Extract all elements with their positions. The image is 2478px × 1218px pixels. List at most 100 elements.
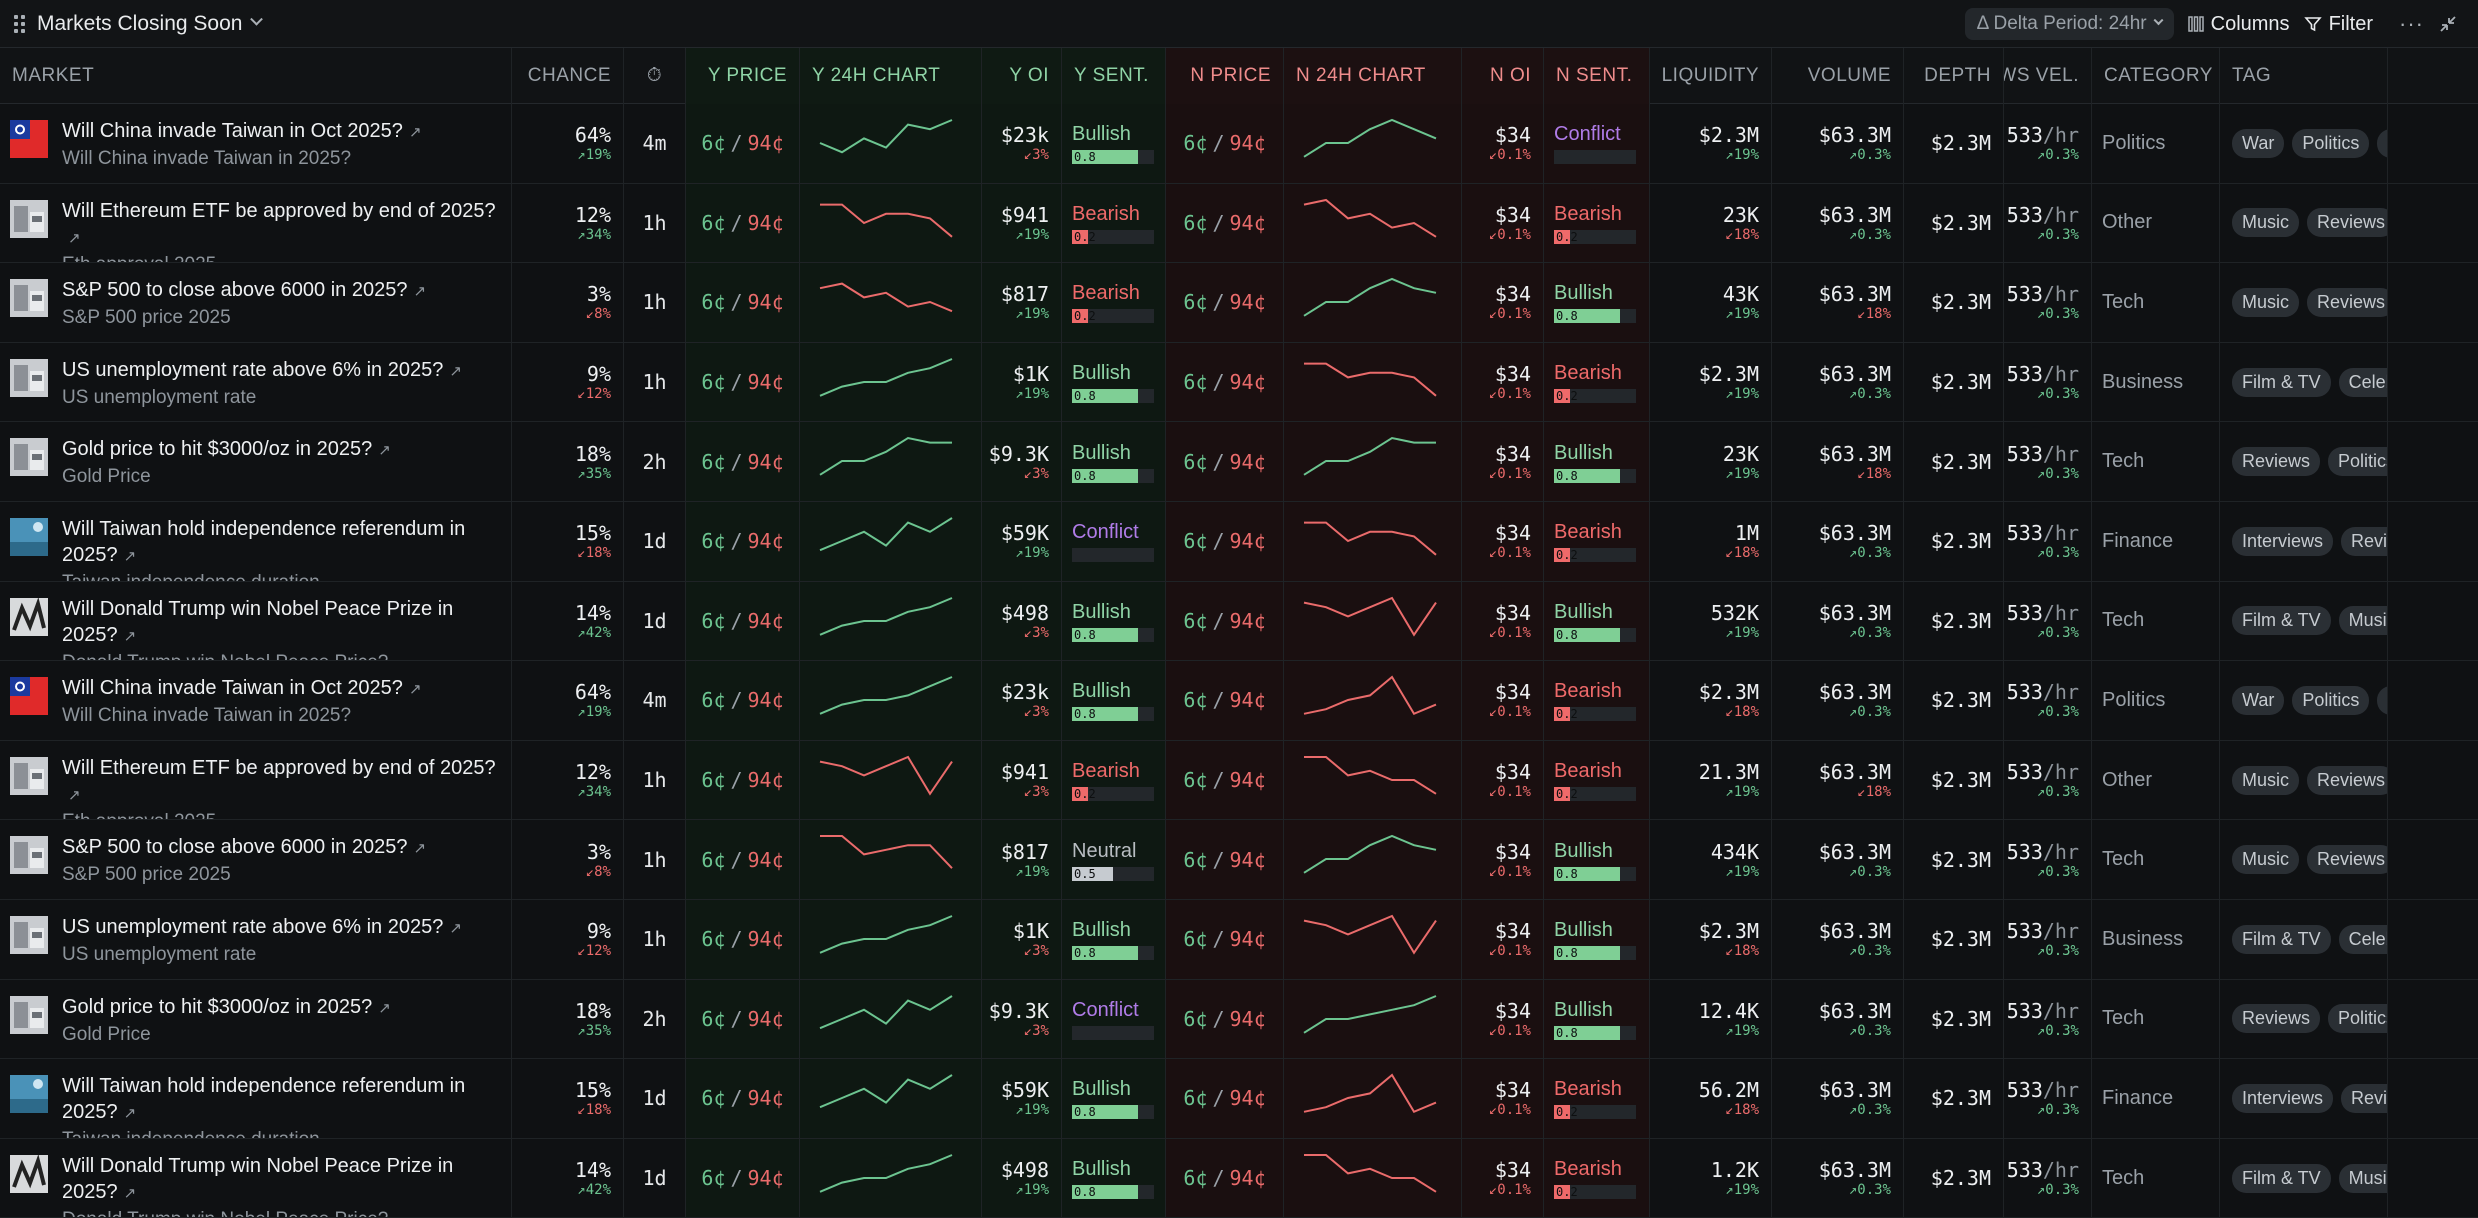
no-price[interactable]: 94¢ bbox=[747, 290, 784, 315]
yes-price[interactable]: 6¢ bbox=[1183, 847, 1208, 872]
tag-chip[interactable]: Politics bbox=[2328, 1004, 2387, 1034]
external-link-icon[interactable]: ↗ bbox=[413, 840, 427, 858]
external-link-icon[interactable]: ↗ bbox=[123, 547, 137, 565]
yes-price[interactable]: 6¢ bbox=[701, 1086, 726, 1111]
column-header-y-price[interactable]: Y PRICE bbox=[686, 48, 800, 104]
no-price[interactable]: 94¢ bbox=[1229, 449, 1266, 474]
more-options-icon[interactable]: ··· bbox=[2399, 11, 2424, 36]
tag-chip[interactable]: War bbox=[2232, 685, 2285, 715]
external-link-icon[interactable]: ↗ bbox=[378, 442, 391, 460]
yes-price[interactable]: 6¢ bbox=[701, 370, 726, 395]
yes-price[interactable]: 6¢ bbox=[1183, 370, 1208, 395]
yes-price[interactable]: 6¢ bbox=[701, 688, 726, 713]
external-link-icon[interactable]: ↗ bbox=[408, 124, 422, 141]
table-row[interactable]: Will Ethereum ETF be approved by end of … bbox=[0, 740, 2478, 821]
yes-price[interactable]: 6¢ bbox=[701, 608, 726, 633]
column-header-news-vel[interactable]: NEWS VEL. bbox=[2004, 48, 2092, 104]
external-link-icon[interactable]: ↗ bbox=[449, 362, 462, 380]
market-title-row[interactable]: Will Donald Trump win Nobel Peace Prize … bbox=[62, 596, 501, 650]
yes-price[interactable]: 6¢ bbox=[1183, 131, 1208, 156]
column-header-depth[interactable]: DEPTH bbox=[1904, 48, 2004, 104]
market-title[interactable]: Will China invade Taiwan in Oct 2025? bbox=[62, 120, 403, 142]
market-title[interactable]: Will Donald Trump win Nobel Peace Prize … bbox=[62, 1154, 454, 1203]
view-selector[interactable]: Markets Closing Soon bbox=[14, 12, 264, 36]
column-header-y-sent[interactable]: Y SENT. bbox=[1062, 48, 1166, 104]
table-row[interactable]: US unemployment rate above 6% in 2025? ↗ U… bbox=[0, 899, 2478, 980]
column-header-n-oi[interactable]: N OI bbox=[1462, 48, 1544, 104]
yes-price[interactable]: 6¢ bbox=[701, 529, 726, 554]
yes-price[interactable]: 6¢ bbox=[701, 927, 726, 952]
yes-price[interactable]: 6¢ bbox=[701, 210, 726, 235]
column-header-n-chart[interactable]: N 24H CHART bbox=[1284, 48, 1462, 104]
market-title-row[interactable]: S&P 500 to close above 6000 in 2025? ↗ bbox=[62, 277, 426, 305]
tag-chip[interactable]: Reviews bbox=[2307, 845, 2387, 875]
no-price[interactable]: 94¢ bbox=[747, 529, 784, 554]
column-header-chance[interactable]: CHANCE bbox=[512, 48, 624, 104]
tag-chip[interactable]: Music bbox=[2232, 765, 2300, 795]
tag-chip[interactable]: Politics bbox=[2292, 685, 2370, 715]
tag-chip[interactable]: Film & TV bbox=[2232, 606, 2331, 636]
no-price[interactable]: 94¢ bbox=[1229, 210, 1266, 235]
market-title[interactable]: US unemployment rate above 6% in 2025? bbox=[62, 358, 444, 381]
market-title-row[interactable]: Will China invade Taiwan in Oct 2025? ↗ bbox=[62, 118, 422, 146]
table-row[interactable]: Will China invade Taiwan in Oct 2025? ↗ Wi… bbox=[0, 104, 2478, 184]
no-price[interactable]: 94¢ bbox=[747, 1086, 784, 1111]
column-header-category[interactable]: CATEGORY bbox=[2092, 48, 2220, 104]
no-price[interactable]: 94¢ bbox=[747, 370, 784, 395]
column-header-tag[interactable]: TAG bbox=[2220, 48, 2388, 104]
market-title-row[interactable]: Will Donald Trump win Nobel Peace Prize … bbox=[62, 1153, 501, 1207]
table-row[interactable]: Gold price to hit $3000/oz in 2025? ↗ Gold… bbox=[0, 422, 2478, 502]
external-link-icon[interactable]: ↗ bbox=[449, 919, 462, 937]
no-price[interactable]: 94¢ bbox=[747, 847, 784, 872]
table-row[interactable]: Will Ethereum ETF be approved by end of … bbox=[0, 183, 2478, 264]
tag-chip[interactable]: Music bbox=[2232, 208, 2300, 238]
external-link-icon[interactable]: ↗ bbox=[68, 229, 81, 247]
tag-chip[interactable]: Film & TV bbox=[2232, 1163, 2331, 1193]
tag-chip[interactable]: Politics bbox=[2328, 447, 2387, 477]
tag-chip[interactable]: Interviews bbox=[2232, 526, 2334, 556]
no-price[interactable]: 94¢ bbox=[747, 768, 784, 793]
external-link-icon[interactable]: ↗ bbox=[123, 627, 137, 645]
external-link-icon[interactable]: ↗ bbox=[413, 283, 427, 301]
yes-price[interactable]: 6¢ bbox=[1183, 768, 1208, 793]
no-price[interactable]: 94¢ bbox=[747, 1166, 784, 1191]
external-link-icon[interactable]: ↗ bbox=[408, 681, 422, 699]
column-header-time[interactable]: ⏱ bbox=[624, 48, 686, 104]
market-title-row[interactable]: US unemployment rate above 6% in 2025? ↗ bbox=[62, 357, 462, 385]
market-title-row[interactable]: Will China invade Taiwan in Oct 2025? ↗ bbox=[62, 675, 422, 703]
no-price[interactable]: 94¢ bbox=[747, 927, 784, 952]
no-price[interactable]: 94¢ bbox=[1229, 608, 1266, 633]
filter-button[interactable]: Filter bbox=[2303, 13, 2373, 36]
no-price[interactable]: 94¢ bbox=[747, 131, 784, 156]
tag-chip[interactable]: Reviews bbox=[2307, 765, 2387, 795]
no-price[interactable]: 94¢ bbox=[1229, 290, 1266, 315]
tag-chip[interactable]: Music bbox=[2338, 606, 2387, 636]
tag-chip[interactable]: Military bbox=[2377, 685, 2387, 715]
tag-chip[interactable]: Film & TV bbox=[2232, 367, 2331, 397]
no-price[interactable]: 94¢ bbox=[1229, 688, 1266, 713]
yes-price[interactable]: 6¢ bbox=[701, 847, 726, 872]
tag-chip[interactable]: Music bbox=[2232, 287, 2300, 317]
yes-price[interactable]: 6¢ bbox=[701, 1166, 726, 1191]
tag-chip[interactable]: Reviews bbox=[2232, 447, 2321, 477]
yes-price[interactable]: 6¢ bbox=[1183, 1166, 1208, 1191]
tag-chip[interactable]: Military bbox=[2377, 128, 2387, 158]
tag-chip[interactable]: Music bbox=[2232, 845, 2300, 875]
no-price[interactable]: 94¢ bbox=[1229, 1086, 1266, 1111]
market-title-row[interactable]: Gold price to hit $3000/oz in 2025? ↗ bbox=[62, 994, 391, 1022]
market-title[interactable]: Will Donald Trump win Nobel Peace Prize … bbox=[62, 597, 454, 646]
external-link-icon[interactable]: ↗ bbox=[123, 1184, 137, 1202]
market-title-row[interactable]: Gold price to hit $3000/oz in 2025? ↗ bbox=[62, 436, 391, 464]
table-row[interactable]: Will Donald Trump win Nobel Peace Prize … bbox=[0, 581, 2478, 662]
column-header-y-chart[interactable]: Y 24H CHART bbox=[800, 48, 982, 104]
no-price[interactable]: 94¢ bbox=[1229, 370, 1266, 395]
collapse-icon[interactable] bbox=[2438, 14, 2458, 34]
market-title-row[interactable]: Will Ethereum ETF be approved by end of … bbox=[62, 755, 501, 809]
market-title-row[interactable]: Will Taiwan hold independence referendum… bbox=[62, 1073, 501, 1127]
column-header-y-oi[interactable]: Y OI bbox=[982, 48, 1062, 104]
market-title[interactable]: Will Taiwan hold independence referendum… bbox=[62, 1075, 466, 1124]
tag-chip[interactable]: Politics bbox=[2292, 128, 2370, 158]
no-price[interactable]: 94¢ bbox=[747, 449, 784, 474]
market-title[interactable]: Will Ethereum ETF be approved by end of … bbox=[62, 756, 496, 779]
no-price[interactable]: 94¢ bbox=[1229, 1006, 1266, 1031]
